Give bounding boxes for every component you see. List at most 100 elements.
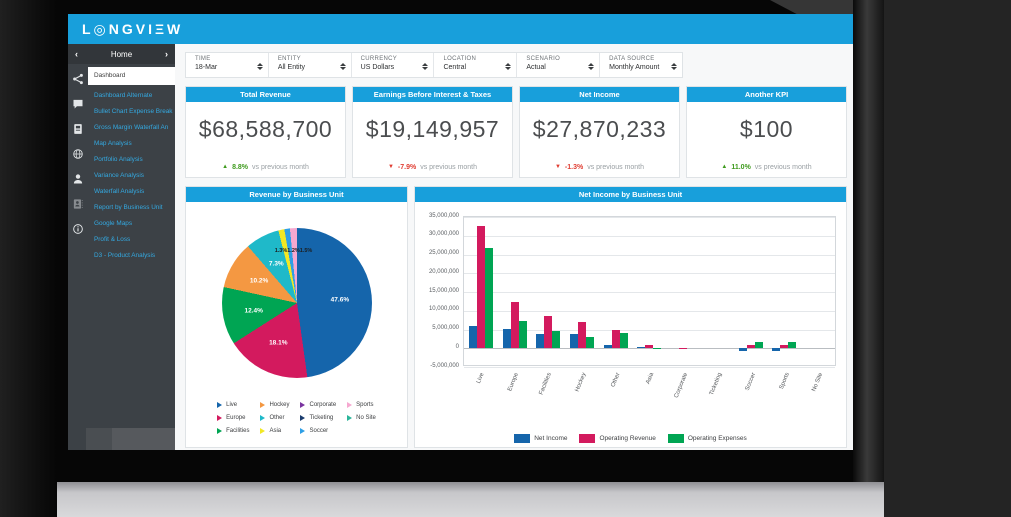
app-header: L◎NGVIΞW: [68, 14, 853, 44]
bar-group-soccer: [734, 217, 768, 365]
pie-legend-item-other: Other: [260, 413, 289, 423]
y-axis-tick: 30,000,000: [428, 231, 459, 238]
chat-icon[interactable]: [72, 98, 84, 110]
kpi-value: $68,588,700: [198, 116, 333, 142]
bar-legend-item-net-income: Net Income: [514, 434, 567, 443]
kpi-change-pct: -7.9%: [397, 163, 417, 171]
x-axis-label-text: Live: [475, 372, 486, 385]
y-axis-tick: 15,000,000: [428, 287, 459, 294]
bar-operating-revenue: [679, 347, 688, 349]
arrow-up-icon: [670, 63, 677, 66]
select-arrows-icon[interactable]: [339, 63, 346, 70]
bar-operating-expenses: [788, 342, 797, 349]
share-icon[interactable]: [72, 73, 84, 85]
arrow-up-icon: ▲: [721, 164, 728, 170]
pie-legend-label: Asia: [269, 428, 282, 434]
backdrop-left: [0, 0, 57, 517]
filter-value: Central: [443, 64, 467, 71]
select-arrows-icon[interactable]: [256, 63, 263, 70]
filter-label: ENTITY: [277, 56, 301, 62]
arrow-up-icon: [422, 63, 429, 66]
sidebar-item-map-analysis[interactable]: Map Analysis: [94, 140, 132, 147]
sidebar-item-d3-product-analysis[interactable]: D3 - Product Analysis: [94, 252, 156, 259]
y-axis-tick: 5,000,000: [432, 325, 459, 331]
sidebar-item-profit-loss[interactable]: Profit & Loss: [94, 236, 131, 243]
sidebar-item-variance-analysis[interactable]: Variance Analysis: [94, 172, 144, 179]
filter-data-source[interactable]: DATA SOURCE Monthly Amount: [600, 53, 682, 77]
pie-legend-label: No Site: [356, 415, 376, 421]
bar-plot: [463, 216, 836, 368]
info-icon[interactable]: [72, 223, 84, 235]
arrow-up-icon: [256, 63, 263, 66]
gridline: [464, 273, 835, 275]
globe-icon[interactable]: [72, 148, 84, 160]
filter-time[interactable]: TIME 18-Mar: [186, 53, 269, 77]
bar-operating-revenue: [544, 316, 553, 349]
chevron-right-icon[interactable]: ›: [165, 49, 168, 59]
pie-legend-item-no-site: No Site: [347, 413, 376, 423]
kpi-card-net-income: Net Income $27,870,233 ▼ -1.3% vs previous m…: [519, 86, 680, 178]
filter-value: US Dollars: [360, 64, 395, 71]
select-arrows-icon[interactable]: [588, 63, 595, 70]
legend-marker-icon: [217, 402, 223, 408]
gridline: [464, 217, 835, 218]
revenue-pie-panel: Revenue by Business Unit 47.6% 18.1% 12.4%…: [185, 186, 408, 448]
monitor-base: [57, 482, 884, 517]
pie-legend-label: Other: [269, 415, 285, 421]
select-arrows-icon[interactable]: [422, 63, 429, 70]
bar-operating-revenue: [780, 344, 789, 349]
x-axis-label-europe: Europe: [497, 370, 531, 428]
bar-operating-revenue: [510, 301, 519, 349]
bar-group-no-site: [801, 217, 835, 365]
pie-legend: Live Europe Facilities Hockey Other Asia Corpo…: [217, 400, 376, 436]
book-icon[interactable]: [72, 123, 84, 135]
select-arrows-icon[interactable]: [670, 63, 677, 70]
kpi-change-note: vs previous month: [252, 163, 309, 171]
sidebar-item-gross-margin-waterfall-an[interactable]: Gross Margin Waterfall An: [94, 124, 169, 131]
filter-value: Monthly Amount: [609, 64, 660, 71]
x-axis-label-text: Asia: [645, 372, 656, 386]
bar-group-other: [599, 217, 633, 365]
pie-legend-item-corporate: Corporate: [300, 400, 336, 410]
kpi-card-total-revenue: Total Revenue $68,588,700 ▲ 8.8% vs previous…: [185, 86, 346, 178]
sidebar-item-waterfall-analysis[interactable]: Waterfall Analysis: [94, 188, 145, 195]
longview-logo: L◎NGVIΞW: [82, 20, 184, 37]
filter-label: LOCATION: [443, 56, 477, 62]
filter-entity[interactable]: ENTITY All Entity: [269, 53, 352, 77]
filter-currency[interactable]: CURRENCY US Dollars: [352, 53, 435, 77]
user-icon[interactable]: [72, 173, 84, 185]
legend-marker-icon: [300, 415, 306, 421]
sidebar-item-bullet-chart-expense-break[interactable]: Bullet Chart Expense Break: [94, 108, 173, 115]
sidebar-item-dashboard[interactable]: Dashboard: [88, 67, 175, 85]
bar-operating-revenue: [611, 329, 620, 349]
main-content: TIME 18-Mar ENTITY All Entity CURRENCY US Dol…: [175, 44, 853, 450]
filter-scenario[interactable]: SCENARIO Actual: [517, 53, 601, 77]
filter-value: Actual: [526, 64, 546, 71]
chevron-left-icon[interactable]: ‹: [75, 49, 78, 59]
bar-operating-expenses: [518, 321, 527, 349]
bar-net-income: [637, 346, 646, 349]
bar-legend-label: Net Income: [534, 435, 568, 442]
arrow-down-icon: [339, 67, 346, 70]
sidebar-item-google-maps[interactable]: Google Maps: [94, 220, 133, 227]
sidebar-item-portfolio-analysis[interactable]: Portfolio Analysis: [94, 156, 143, 163]
arrow-up-icon: ▲: [222, 164, 229, 170]
sidebar-item-dashboard-alternate[interactable]: Dashboard Alternate: [94, 92, 153, 99]
select-arrows-icon[interactable]: [505, 63, 512, 70]
filter-label: DATA SOURCE: [609, 56, 655, 62]
pie-legend-label: Facilities: [226, 428, 250, 434]
pie-legend-label: Live: [226, 402, 238, 408]
filter-label: TIME: [195, 56, 211, 62]
sidebar-item-report-by-business-unit[interactable]: Report by Business Unit: [94, 204, 163, 211]
pie-legend-item-europe: Europe: [217, 413, 249, 423]
kpi-change: ▲ 8.8% vs previous month: [186, 157, 345, 177]
bar-operating-revenue: [645, 345, 654, 349]
pie-slice-label-hockey: 10.2%: [249, 277, 269, 285]
filter-location[interactable]: LOCATION Central: [434, 53, 518, 77]
kpi-title: Total Revenue: [186, 87, 345, 102]
contacts-icon[interactable]: [72, 198, 84, 210]
y-axis-tick: 35,000,000: [428, 212, 459, 219]
y-axis-tick: 10,000,000: [428, 306, 459, 313]
x-axis-label-asia: Asia: [633, 370, 667, 428]
pie-legend-item-sports: Sports: [347, 400, 376, 410]
